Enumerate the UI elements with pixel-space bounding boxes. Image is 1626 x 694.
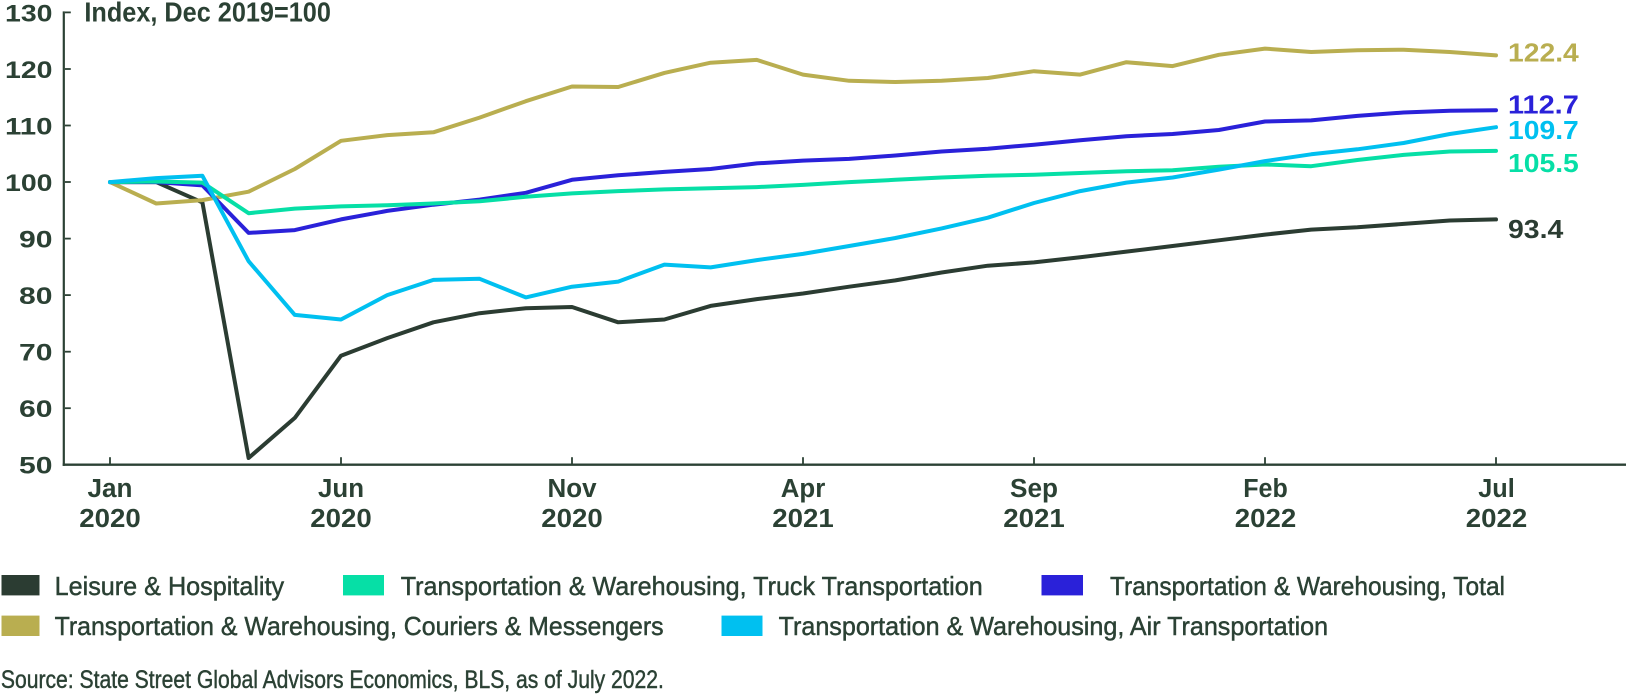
svg-text:112.7: 112.7	[1508, 89, 1579, 119]
svg-text:110: 110	[5, 113, 53, 140]
svg-text:93.4: 93.4	[1508, 214, 1564, 244]
svg-text:Transportation & Warehousing,: Transportation & Warehousing, Total	[1110, 573, 1505, 601]
svg-text:Source: State Street Global Ad: Source: State Street Global Advisors Eco…	[1, 666, 664, 694]
svg-text:Jul: Jul	[1478, 475, 1515, 503]
svg-text:2022: 2022	[1466, 505, 1528, 533]
svg-text:Jun: Jun	[318, 475, 364, 503]
svg-text:2020: 2020	[310, 505, 372, 533]
svg-text:122.4: 122.4	[1508, 38, 1579, 68]
svg-text:2022: 2022	[1235, 505, 1297, 533]
svg-text:Feb: Feb	[1243, 475, 1288, 503]
svg-text:2021: 2021	[772, 505, 834, 533]
svg-text:109.7: 109.7	[1508, 115, 1579, 145]
svg-text:Jan: Jan	[88, 475, 133, 503]
svg-text:100: 100	[5, 170, 53, 197]
svg-text:120: 120	[5, 57, 53, 84]
svg-text:90: 90	[19, 227, 53, 254]
svg-text:2021: 2021	[1003, 505, 1065, 533]
svg-text:105.5: 105.5	[1508, 148, 1579, 178]
svg-text:60: 60	[19, 396, 53, 423]
svg-text:130: 130	[5, 0, 53, 27]
svg-text:80: 80	[19, 283, 53, 310]
svg-text:70: 70	[19, 340, 53, 367]
svg-text:Transportation & Warehousing,: Transportation & Warehousing, Truck Tran…	[401, 573, 983, 601]
svg-text:Leisure & Hospitality: Leisure & Hospitality	[55, 573, 285, 601]
svg-text:Apr: Apr	[781, 475, 826, 503]
svg-text:Index, Dec 2019=100: Index, Dec 2019=100	[84, 0, 331, 28]
svg-text:2020: 2020	[79, 505, 141, 533]
svg-text:Sep: Sep	[1010, 475, 1058, 503]
svg-text:Transportation & Warehousing,: Transportation & Warehousing, Couriers &…	[55, 613, 664, 641]
svg-text:Transportation & Warehousing,: Transportation & Warehousing, Air Transp…	[779, 613, 1329, 641]
svg-text:Nov: Nov	[548, 475, 598, 503]
svg-text:50: 50	[19, 453, 53, 480]
svg-text:2020: 2020	[541, 505, 603, 533]
